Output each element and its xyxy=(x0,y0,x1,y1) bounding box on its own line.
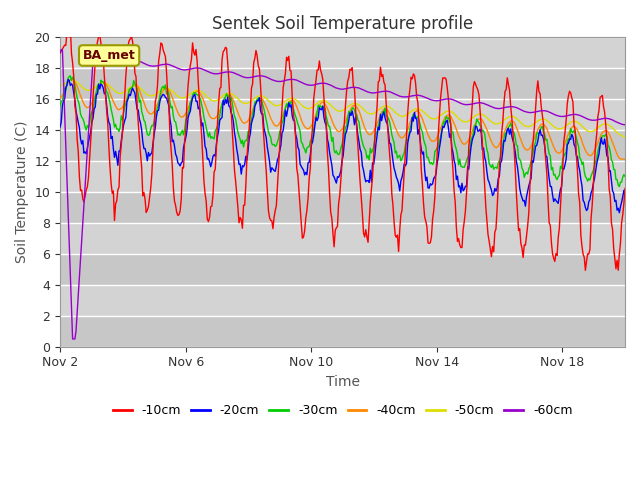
-50cm xyxy=(609,125,616,131)
-10cm xyxy=(394,232,401,238)
-10cm xyxy=(56,50,64,56)
-10cm xyxy=(582,267,589,273)
-40cm xyxy=(621,157,629,163)
-10cm xyxy=(67,24,74,30)
-10cm xyxy=(610,245,618,251)
-60cm xyxy=(364,89,372,95)
-50cm xyxy=(68,77,76,83)
Bar xyxy=(60,130,625,161)
-30cm xyxy=(394,155,401,161)
-40cm xyxy=(609,140,616,145)
Title: Sentek Soil Temperature profile: Sentek Soil Temperature profile xyxy=(212,15,473,33)
-30cm xyxy=(326,123,333,129)
-20cm xyxy=(609,188,616,194)
-20cm xyxy=(520,197,528,203)
-10cm xyxy=(520,242,528,248)
Bar xyxy=(60,68,625,99)
-50cm xyxy=(394,111,401,117)
-50cm xyxy=(56,83,64,88)
-40cm xyxy=(363,129,371,135)
-30cm xyxy=(67,73,74,79)
-50cm xyxy=(621,134,629,140)
Text: BA_met: BA_met xyxy=(83,49,136,62)
-20cm xyxy=(64,77,72,83)
-60cm xyxy=(610,118,618,123)
-20cm xyxy=(394,177,401,182)
-20cm xyxy=(326,150,333,156)
-30cm xyxy=(329,134,337,140)
-20cm xyxy=(363,178,371,183)
-10cm xyxy=(329,230,337,236)
-40cm xyxy=(329,120,337,126)
Line: -10cm: -10cm xyxy=(60,27,625,270)
Legend: -10cm, -20cm, -30cm, -40cm, -50cm, -60cm: -10cm, -20cm, -30cm, -40cm, -50cm, -60cm xyxy=(108,399,577,422)
-30cm xyxy=(520,175,528,180)
Bar xyxy=(60,192,625,223)
-30cm xyxy=(621,174,629,180)
-10cm xyxy=(363,234,371,240)
-40cm xyxy=(56,95,64,100)
-20cm xyxy=(56,124,64,130)
Line: -50cm: -50cm xyxy=(60,80,625,137)
-60cm xyxy=(330,84,338,90)
-10cm xyxy=(326,190,333,195)
-30cm xyxy=(616,184,623,190)
Line: -20cm: -20cm xyxy=(60,80,625,213)
Line: -40cm: -40cm xyxy=(60,79,625,160)
-60cm xyxy=(395,93,403,98)
-40cm xyxy=(520,145,528,151)
Y-axis label: Soil Temperature (C): Soil Temperature (C) xyxy=(15,121,29,263)
-20cm xyxy=(616,210,623,216)
-50cm xyxy=(363,109,371,115)
-60cm xyxy=(56,50,64,56)
-60cm xyxy=(58,47,65,53)
-40cm xyxy=(326,111,333,117)
-40cm xyxy=(394,130,401,135)
-60cm xyxy=(68,336,76,342)
-20cm xyxy=(621,188,629,193)
-30cm xyxy=(609,159,616,165)
-20cm xyxy=(329,172,337,178)
-50cm xyxy=(329,105,337,110)
-40cm xyxy=(68,76,76,82)
-60cm xyxy=(327,82,335,88)
Line: -30cm: -30cm xyxy=(60,76,625,187)
Line: -60cm: -60cm xyxy=(60,50,625,339)
X-axis label: Time: Time xyxy=(326,375,360,389)
-10cm xyxy=(621,186,629,192)
-50cm xyxy=(520,122,528,128)
Bar xyxy=(60,254,625,285)
Bar xyxy=(60,316,625,347)
-60cm xyxy=(621,122,629,128)
-50cm xyxy=(326,101,333,107)
-30cm xyxy=(56,103,64,109)
-60cm xyxy=(522,109,529,115)
-30cm xyxy=(363,155,371,161)
